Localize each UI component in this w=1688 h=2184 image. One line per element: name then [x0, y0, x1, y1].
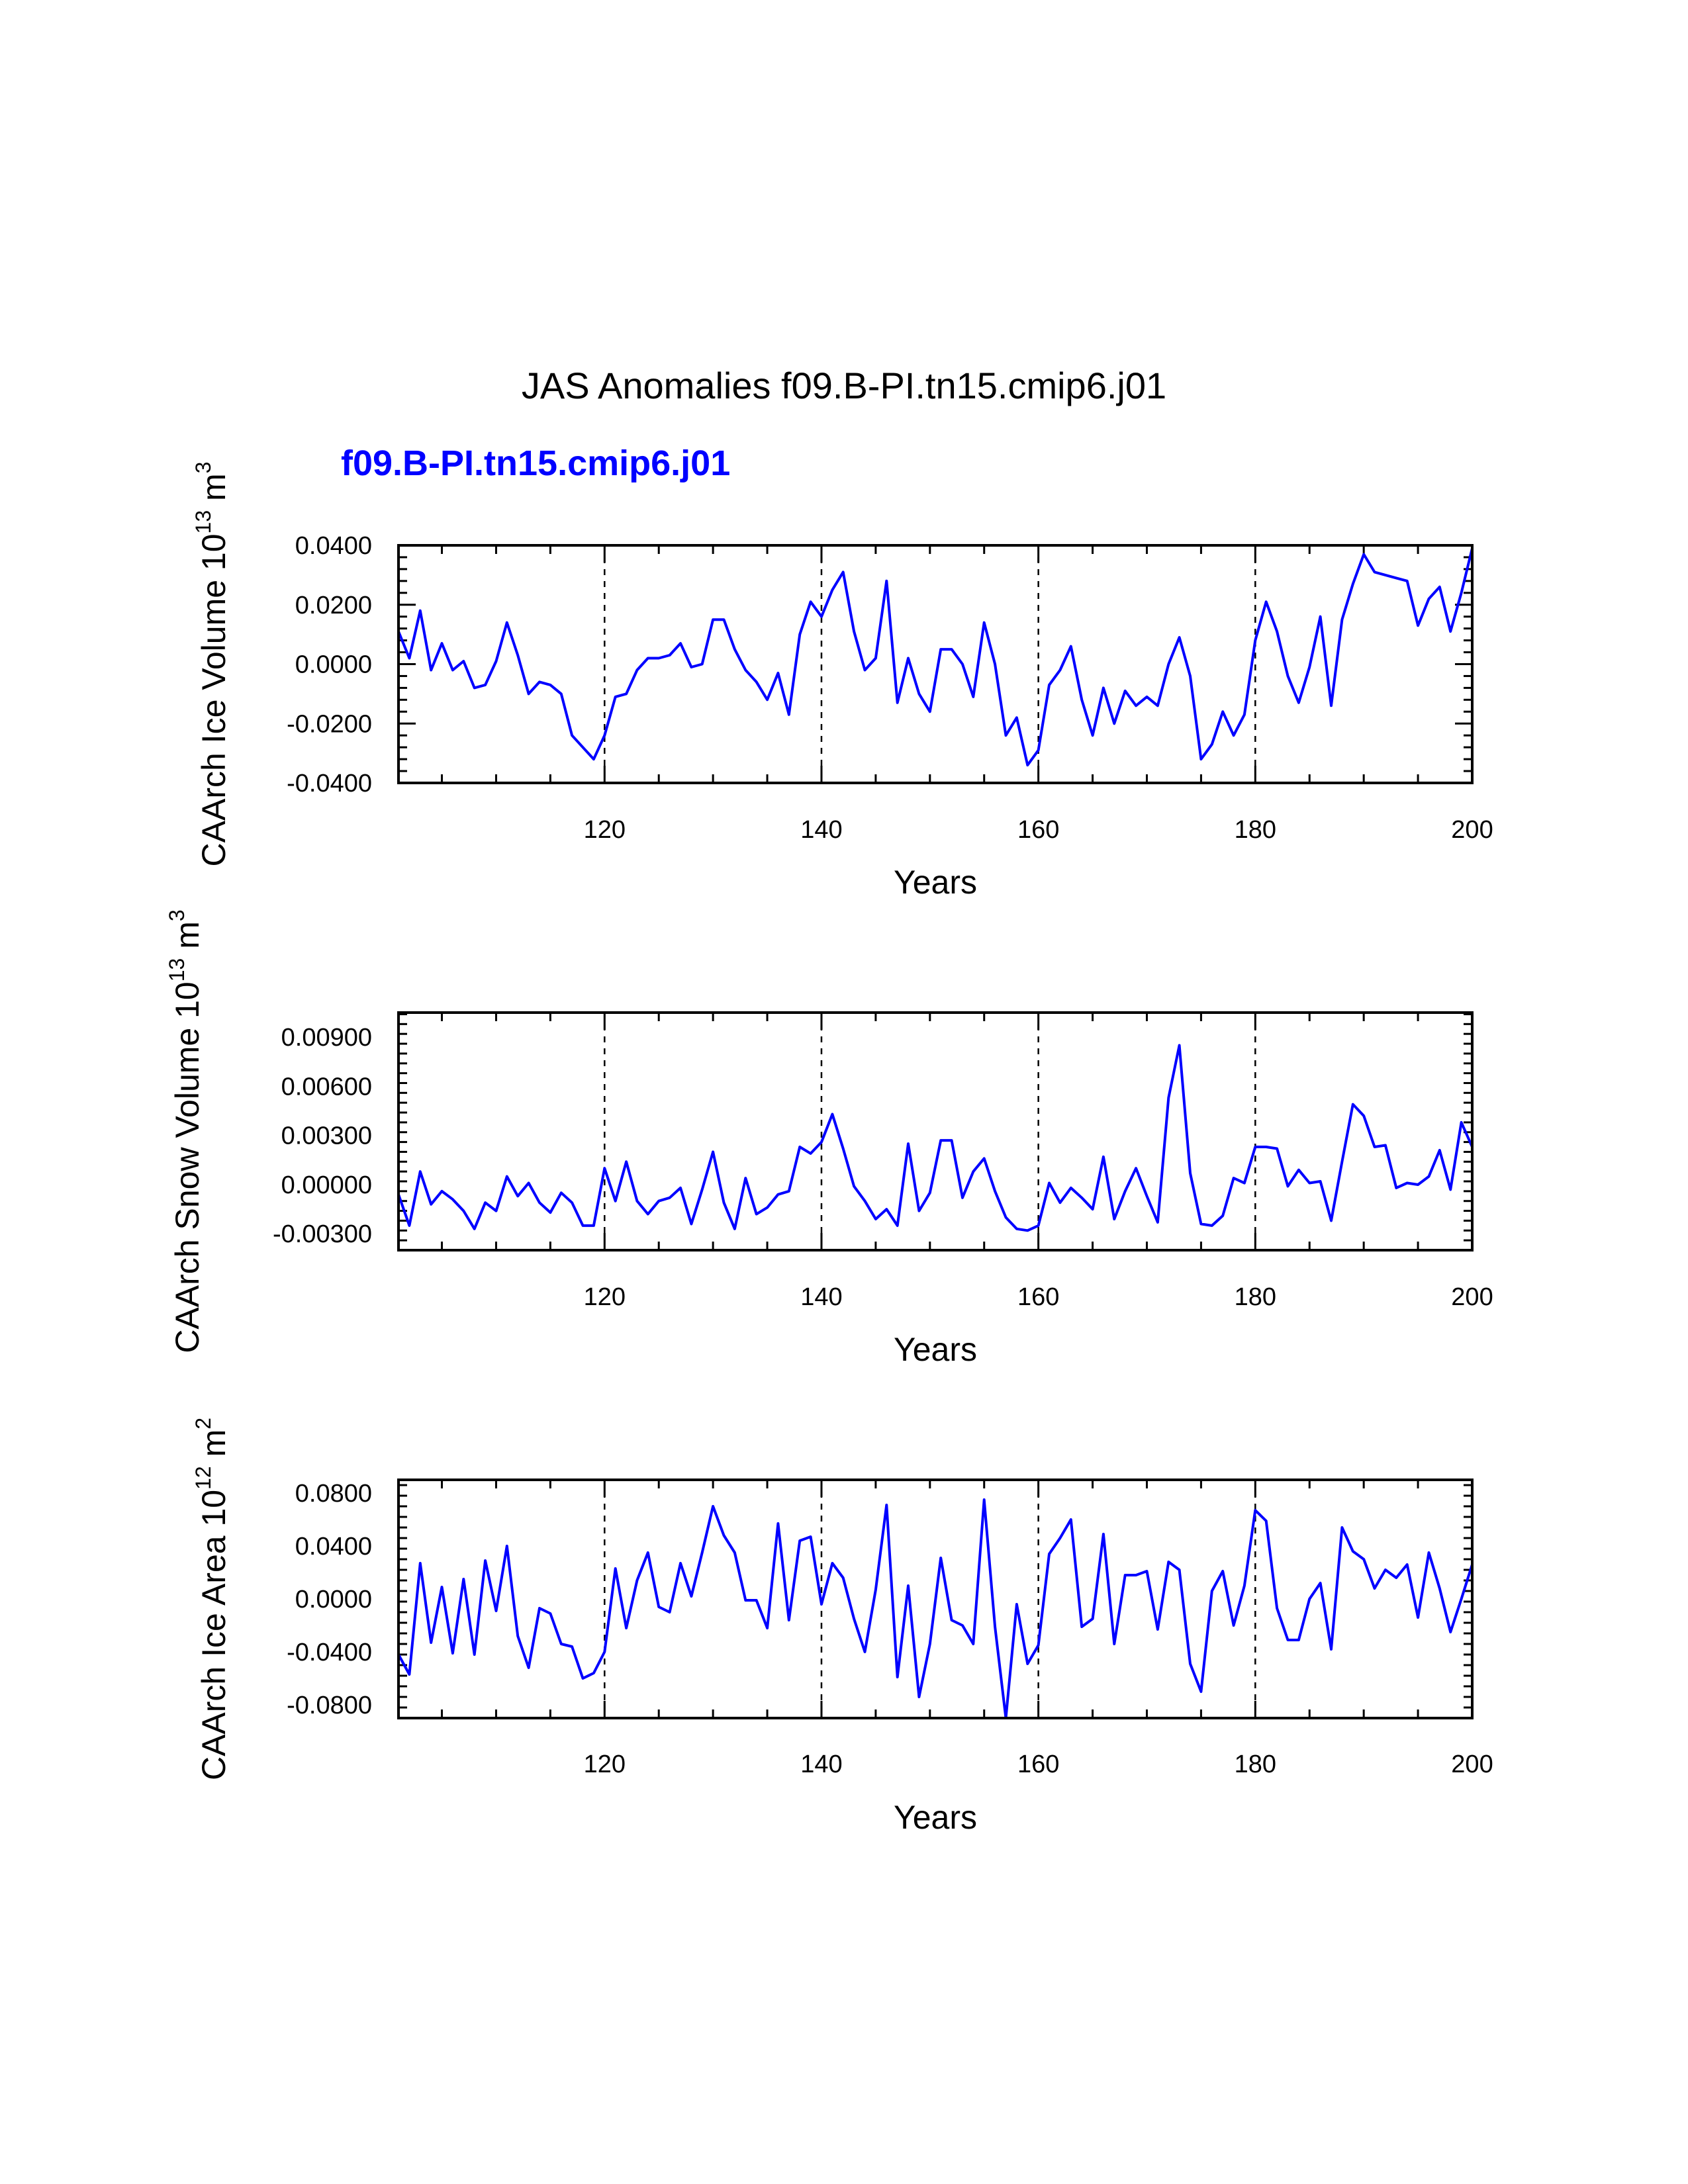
panel-snow-volume: -0.00300 0.00000 0.00300 0.00600 0.00900 120 1…: [165, 909, 1493, 1368]
y-tick-label: -0.00300: [273, 1220, 372, 1248]
x-tick-label: 160: [1017, 1751, 1059, 1778]
y-axis-label: CAArch Ice Area 1012 m2: [191, 1418, 232, 1780]
x-tick-label: 120: [584, 1751, 626, 1778]
x-axis-label: Years: [894, 864, 977, 901]
y-axis-label: CAArch Snow Volume 1013 m3: [165, 909, 206, 1353]
x-tick-label: 140: [800, 1751, 842, 1778]
y-tick-label: 0.00600: [281, 1073, 372, 1101]
x-axis-label: Years: [894, 1331, 977, 1368]
series-line-ice-area: [397, 1498, 1474, 1719]
y-tick-label: 0.00900: [281, 1024, 372, 1052]
x-tick-label: 200: [1451, 1283, 1493, 1311]
x-tick-label: 180: [1235, 1283, 1276, 1311]
y-tick-label: -0.0400: [287, 770, 372, 797]
panel-ice-volume: -0.0400 -0.0200 0.0000 0.0200 0.0400 120 140 16…: [191, 462, 1493, 901]
plot-frame: [397, 1479, 1474, 1719]
x-tick-label: 180: [1235, 816, 1276, 844]
y-tick-label: 0.0000: [295, 1586, 372, 1614]
y-tick-label: 0.00000: [281, 1171, 372, 1199]
plot-frame: [397, 544, 1474, 784]
y-tick-label: 0.0400: [295, 1533, 372, 1561]
x-tick-label: 180: [1235, 1751, 1276, 1778]
y-tick-label: -0.0800: [287, 1692, 372, 1719]
case-subtitle: f09.B-PI.tn15.cmip6.j01: [341, 443, 730, 483]
panel-ice-area: -0.0800 -0.0400 0.0000 0.0400 0.0800 120 140 16…: [191, 1418, 1493, 1836]
x-tick-label: 200: [1451, 1751, 1493, 1778]
y-tick-label: 0.0800: [295, 1480, 372, 1508]
x-tick-label: 140: [800, 816, 842, 844]
y-tick-label: 0.0200: [295, 592, 372, 619]
main-title: JAS Anomalies f09.B-PI.tn15.cmip6.j01: [522, 365, 1166, 406]
y-tick-label: -0.0200: [287, 710, 372, 738]
x-tick-label: 140: [800, 1283, 842, 1311]
series-line-snow-volume: [397, 1044, 1474, 1232]
y-tick-label: 0.0400: [295, 532, 372, 560]
x-tick-label: 160: [1017, 816, 1059, 844]
y-tick-label: -0.0400: [287, 1639, 372, 1666]
plot-frame: [397, 1011, 1474, 1251]
x-tick-label: 200: [1451, 816, 1493, 844]
y-tick-label: 0.0000: [295, 651, 372, 679]
x-tick-label: 160: [1017, 1283, 1059, 1311]
y-tick-label: 0.00300: [281, 1122, 372, 1150]
y-axis-label: CAArch Ice Volume 1013 m3: [191, 462, 232, 867]
x-tick-label: 120: [584, 816, 626, 844]
series-line-ice-volume: [397, 548, 1474, 767]
x-tick-label: 120: [584, 1283, 626, 1311]
x-axis-label: Years: [894, 1799, 977, 1836]
